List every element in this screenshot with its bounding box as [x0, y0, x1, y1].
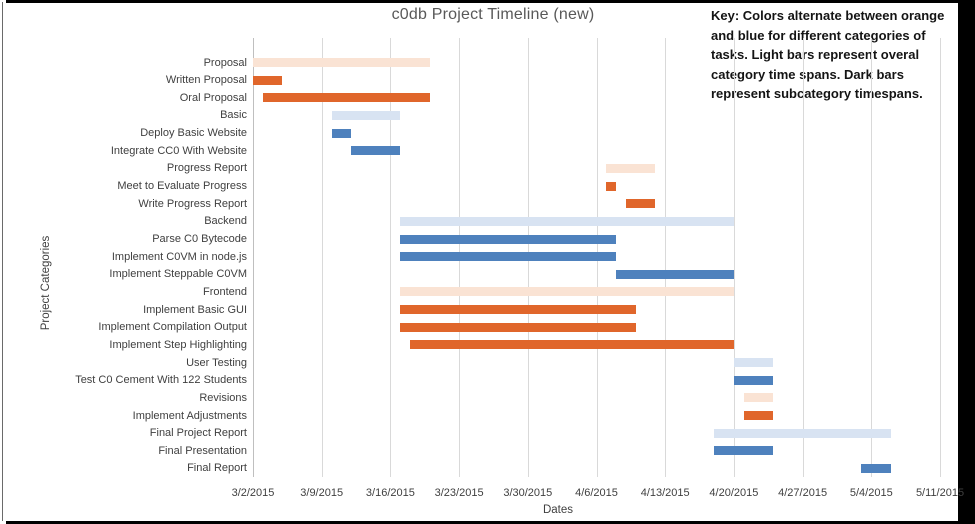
gantt-bar-dark-blue	[400, 234, 617, 244]
gantt-bar-dark-orange	[400, 305, 636, 315]
gantt-bar-light-orange	[400, 287, 734, 297]
x-tick-label: 3/16/2015	[365, 487, 415, 499]
x-tick-label: 5/4/2015	[849, 487, 893, 499]
gantt-bar-dark-blue	[733, 375, 774, 385]
task-label: Progress Report	[166, 162, 247, 175]
gantt-bar-dark-blue	[351, 146, 401, 156]
vertical-gridline	[390, 38, 392, 477]
task-label: Frontend	[202, 285, 247, 298]
task-label: Deploy Basic Website	[140, 127, 247, 140]
vertical-gridline	[733, 38, 735, 477]
task-label: Parse C0 Bytecode	[152, 233, 247, 245]
task-label: Implement Step Highlighting	[109, 338, 247, 351]
vertical-gridline	[871, 38, 873, 477]
gantt-bar-dark-orange	[743, 411, 774, 420]
x-tick-label: 3/9/2015	[300, 487, 344, 499]
x-tick-label: 4/20/2015	[709, 487, 759, 499]
task-label: Meet to Evaluate Progress	[117, 180, 247, 193]
task-label: Write Progress Report	[138, 197, 247, 210]
task-label: Implement Compilation Output	[98, 321, 247, 334]
vertical-gridline	[321, 38, 323, 477]
gantt-bar-light-blue	[400, 216, 734, 226]
gantt-bar-light-blue	[714, 428, 891, 438]
gantt-bar-dark-orange	[253, 75, 283, 85]
task-label: Implement C0VM in node.js	[111, 250, 247, 263]
key-line: represent subcategory timespans.	[711, 86, 923, 101]
task-label: Proposal	[203, 56, 247, 69]
gantt-bar-dark-blue	[400, 252, 617, 262]
gantt-bar-dark-orange	[410, 340, 734, 350]
chart-title: c0db Project Timeline (new)	[391, 6, 595, 23]
x-tick-label: 4/6/2015	[575, 487, 618, 499]
gantt-bar-light-orange	[253, 58, 430, 67]
gantt-bar-dark-blue	[861, 463, 891, 473]
task-label: Implement Steppable C0VM	[109, 268, 247, 281]
task-label: Oral Proposal	[179, 91, 247, 104]
screenshot-border-right	[958, 0, 975, 524]
task-label: Integrate CC0 With Website	[110, 144, 247, 157]
task-label: Test C0 Cement With 122 Students	[75, 374, 247, 387]
x-tick-label: 4/13/2015	[640, 487, 690, 499]
color-key-note: Key: Colors alternate between orange and…	[711, 6, 961, 104]
task-label: Implement Adjustments	[132, 409, 247, 422]
gantt-bar-dark-blue	[331, 128, 352, 138]
x-tick-label: 3/30/2015	[503, 487, 553, 499]
x-axis-title: Dates	[542, 504, 574, 516]
screenshot-border-left	[2, 2, 3, 521]
gantt-bar-dark-orange	[606, 181, 617, 191]
gantt-bar-light-blue	[331, 110, 401, 120]
category-axis-line	[253, 38, 254, 477]
task-label: Basic	[220, 109, 247, 122]
x-tick-label: 4/27/2015	[778, 487, 828, 499]
gantt-bar-light-orange	[606, 163, 656, 173]
task-label: Final Presentation	[158, 444, 247, 457]
gantt-bar-dark-orange	[262, 93, 430, 103]
gantt-bar-dark-blue	[714, 446, 774, 456]
key-line: Key: Colors alternate between orange	[711, 8, 945, 23]
screenshot-border-top	[6, 0, 975, 3]
task-label: Backend	[204, 215, 247, 228]
vertical-gridline	[665, 38, 667, 477]
task-label: Revisions	[199, 391, 247, 404]
gantt-bar-dark-blue	[616, 269, 734, 279]
screenshot-border-bottom	[6, 521, 975, 524]
task-label: Final Report	[187, 462, 247, 475]
gantt-bar-dark-orange	[400, 322, 636, 332]
task-label: Implement Basic GUI	[143, 303, 247, 316]
x-tick-label: 3/23/2015	[434, 487, 484, 499]
gantt-bar-dark-orange	[625, 199, 656, 209]
task-label: User Testing	[186, 356, 247, 369]
key-line: tasks. Light bars represent overal	[711, 47, 920, 62]
key-line: and blue for different categories of	[711, 27, 926, 43]
task-label: Written Proposal	[165, 74, 247, 87]
gantt-bar-light-orange	[743, 393, 774, 403]
vertical-gridline	[940, 38, 941, 477]
gantt-bar-light-blue	[733, 358, 774, 368]
task-label: Final Project Report	[149, 427, 247, 440]
x-tick-label: 3/2/2015	[231, 487, 275, 499]
vertical-gridline	[802, 38, 804, 477]
x-tick-label: 5/11/2015	[915, 487, 965, 499]
key-line: category time spans. Dark bars	[711, 66, 904, 82]
